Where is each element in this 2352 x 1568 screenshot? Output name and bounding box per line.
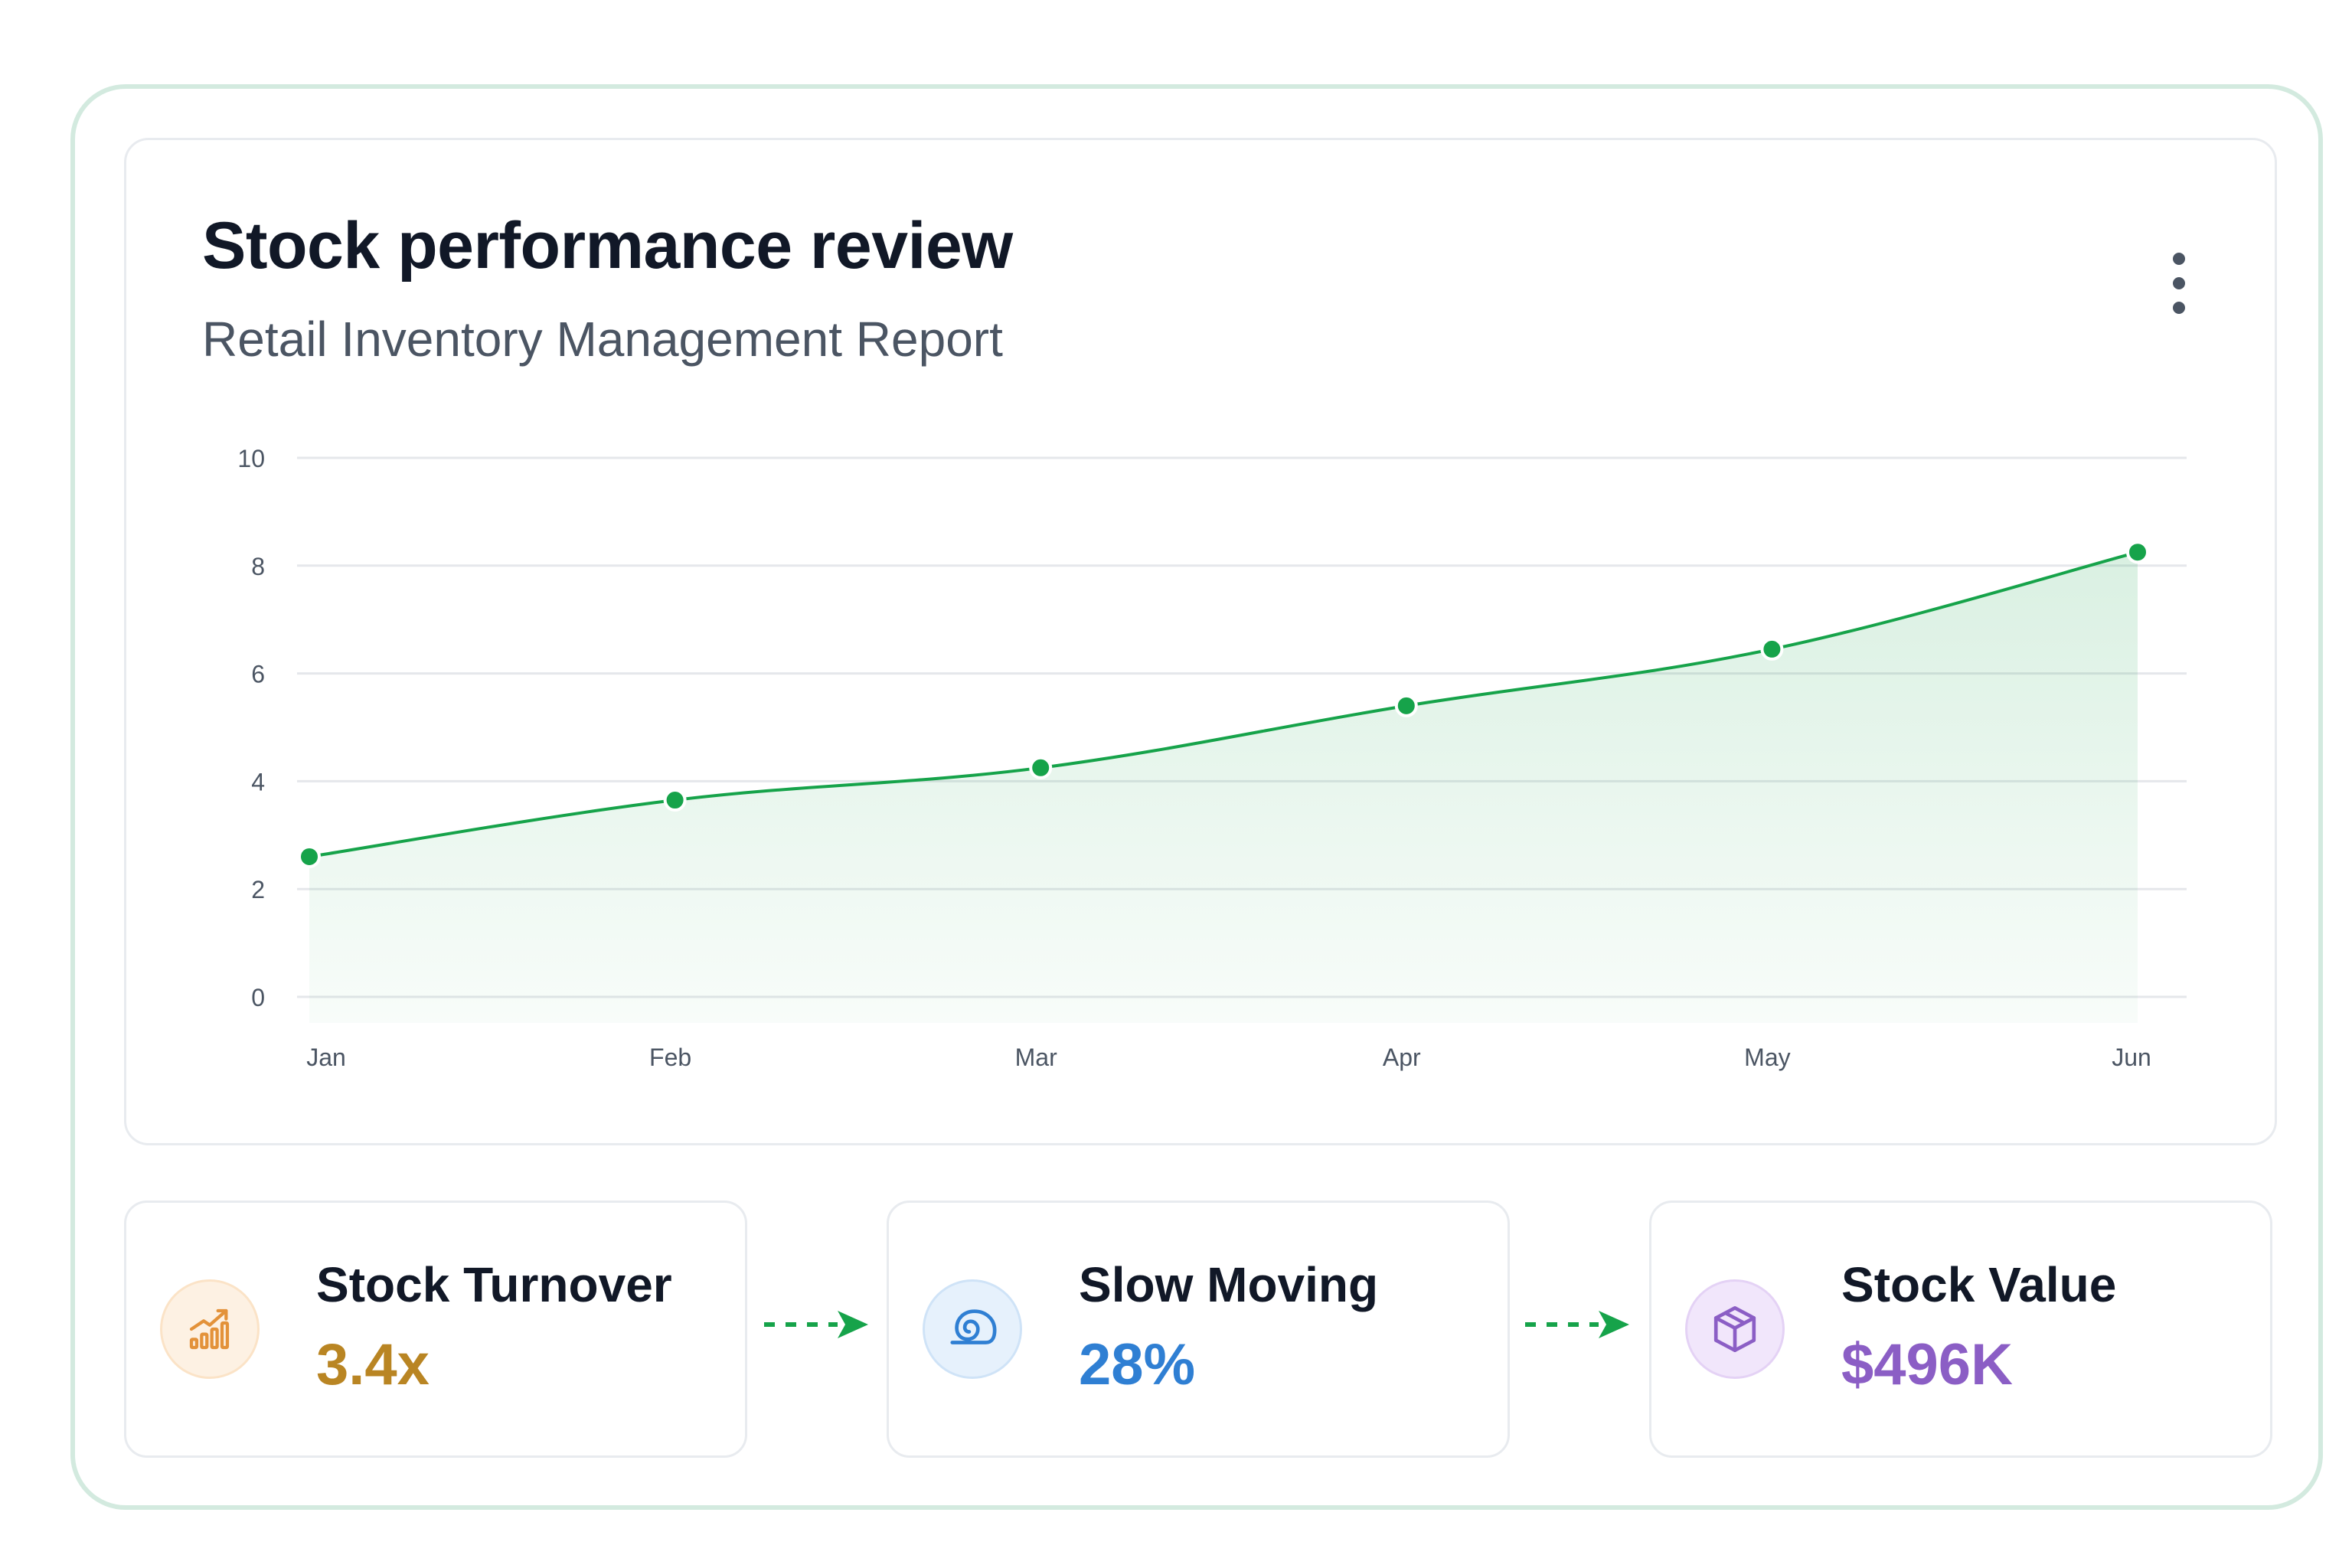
stat-label: Stock Value [1841, 1257, 2117, 1312]
bar-chart-trend-icon [160, 1279, 260, 1379]
y-tick-label: 0 [251, 984, 265, 1011]
data-point-feb[interactable] [663, 789, 687, 812]
package-box-icon [1685, 1279, 1785, 1379]
x-tick-label: Feb [649, 1044, 691, 1071]
stat-value: 3.4x [316, 1332, 430, 1397]
stat-card-stock-turnover[interactable]: Stock Turnover 3.4x [124, 1200, 747, 1458]
y-tick-label: 4 [251, 768, 265, 795]
y-axis-ticks: 0 2 4 6 8 10 [237, 445, 265, 1011]
data-point-may[interactable] [1760, 637, 1784, 661]
data-point-jun[interactable] [2126, 541, 2149, 564]
x-axis-ticks: Jan Feb Mar Apr May Jun [306, 1044, 2151, 1071]
kebab-dot-icon [2173, 277, 2185, 289]
series-points [298, 541, 2149, 868]
kebab-dot-icon [2173, 253, 2185, 265]
x-tick-label: May [1744, 1044, 1790, 1071]
stat-card-slow-moving[interactable]: Slow Moving 28% [887, 1200, 1510, 1458]
x-tick-label: Jun [2112, 1044, 2151, 1071]
stat-label: Slow Moving [1079, 1257, 1379, 1312]
y-tick-label: 8 [251, 553, 265, 580]
y-tick-label: 10 [237, 445, 265, 472]
y-tick-label: 2 [251, 876, 265, 903]
data-point-apr[interactable] [1394, 694, 1418, 717]
data-point-jan[interactable] [298, 844, 321, 868]
flow-arrow-icon [764, 1311, 868, 1338]
x-tick-label: Jan [306, 1044, 346, 1071]
y-tick-label: 6 [251, 661, 265, 688]
x-tick-label: Mar [1015, 1044, 1057, 1071]
x-tick-label: Apr [1383, 1044, 1421, 1071]
series-line [309, 550, 2138, 858]
stat-label: Stock Turnover [316, 1257, 672, 1312]
page-title: Stock performance review [202, 209, 1013, 283]
stat-value: 28% [1079, 1332, 1196, 1397]
kebab-dot-icon [2173, 302, 2185, 314]
stat-card-stock-value[interactable]: Stock Value $496K [1649, 1200, 2272, 1458]
more-options-button[interactable] [2164, 253, 2194, 314]
data-point-mar[interactable] [1029, 756, 1053, 779]
snail-icon [923, 1279, 1022, 1379]
series-area-fill [309, 552, 2138, 1023]
page-subtitle: Retail Inventory Management Report [202, 312, 1003, 367]
stat-value: $496K [1841, 1332, 2013, 1397]
flow-arrow-icon [1525, 1311, 1629, 1338]
